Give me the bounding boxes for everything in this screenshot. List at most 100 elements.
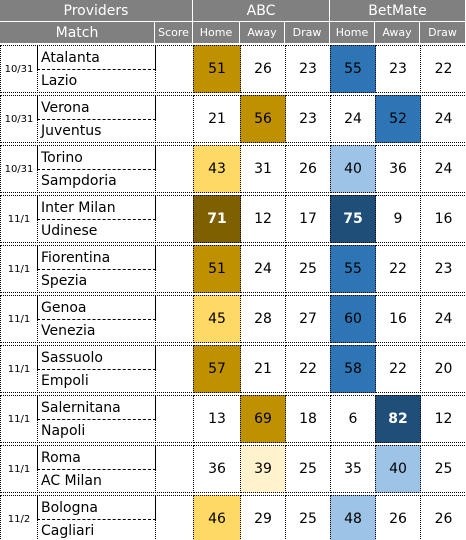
home-team: Verona — [37, 95, 156, 120]
odds: 51 — [193, 245, 241, 293]
odds: 48 — [330, 495, 376, 540]
odds: 40 — [330, 145, 376, 193]
away-team: Udinese — [37, 219, 156, 243]
header-column: Draw — [285, 22, 330, 44]
header-betmate: BetMate — [330, 0, 466, 22]
odds: 22 — [375, 245, 421, 293]
date: 11/1 — [0, 445, 38, 493]
odds: 55 — [330, 45, 376, 93]
odds: 12 — [240, 195, 286, 243]
home-team: Salernitana — [37, 395, 156, 420]
odds: 52 — [375, 95, 421, 143]
odds: 12 — [420, 395, 466, 443]
odds: 69 — [240, 395, 286, 443]
odds: 18 — [285, 395, 331, 443]
header-column: Home — [193, 22, 240, 44]
odds: 24 — [330, 95, 376, 143]
odds: 39 — [240, 445, 286, 493]
odds: 31 — [240, 145, 286, 193]
odds: 23 — [285, 95, 331, 143]
date: 10/31 — [0, 145, 38, 193]
odds: 58 — [330, 345, 376, 393]
home-team: Genoa — [37, 295, 156, 320]
odds: 16 — [420, 195, 466, 243]
header-column: Home — [330, 22, 375, 44]
score — [155, 495, 194, 540]
date: 10/31 — [0, 95, 38, 143]
date: 11/1 — [0, 245, 38, 293]
date: 11/1 — [0, 395, 38, 443]
odds: 60 — [330, 295, 376, 343]
odds: 28 — [240, 295, 286, 343]
odds: 45 — [193, 295, 241, 343]
odds: 36 — [375, 145, 421, 193]
away-team: AC Milan — [37, 469, 156, 493]
odds: 26 — [420, 495, 466, 540]
odds: 26 — [375, 495, 421, 540]
away-team: Juventus — [37, 119, 156, 143]
odds: 46 — [193, 495, 241, 540]
header-column: Draw — [420, 22, 466, 44]
score — [155, 145, 194, 193]
date: 11/1 — [0, 345, 38, 393]
away-team: Venezia — [37, 319, 156, 343]
odds: 27 — [285, 295, 331, 343]
odds: 23 — [285, 45, 331, 93]
date: 11/1 — [0, 295, 38, 343]
score — [155, 395, 194, 443]
odds: 21 — [193, 95, 241, 143]
odds: 36 — [193, 445, 241, 493]
score — [155, 245, 194, 293]
score — [155, 195, 194, 243]
odds: 23 — [420, 245, 466, 293]
home-team: Inter Milan — [37, 195, 156, 220]
odds: 25 — [420, 445, 466, 493]
odds: 22 — [285, 345, 331, 393]
odds: 17 — [285, 195, 331, 243]
date: 10/31 — [0, 45, 38, 93]
odds: 43 — [193, 145, 241, 193]
odds: 82 — [375, 395, 421, 443]
odds: 57 — [193, 345, 241, 393]
odds: 26 — [240, 45, 286, 93]
odds: 22 — [375, 345, 421, 393]
odds: 55 — [330, 245, 376, 293]
odds: 24 — [420, 145, 466, 193]
away-team: Spezia — [37, 269, 156, 293]
odds: 75 — [330, 195, 376, 243]
home-team: Sassuolo — [37, 345, 156, 370]
home-team: Atalanta — [37, 45, 156, 70]
odds: 20 — [420, 345, 466, 393]
odds: 22 — [420, 45, 466, 93]
header-abc: ABC — [193, 0, 330, 22]
odds: 40 — [375, 445, 421, 493]
odds: 29 — [240, 495, 286, 540]
odds: 21 — [240, 345, 286, 393]
header-column: Away — [240, 22, 285, 44]
odds: 24 — [240, 245, 286, 293]
score — [155, 445, 194, 493]
home-team: Bologna — [37, 495, 156, 520]
away-team: Lazio — [37, 69, 156, 93]
odds: 25 — [285, 495, 331, 540]
date: 11/2 — [0, 495, 38, 540]
header-providers: Providers — [0, 0, 193, 22]
score — [155, 345, 194, 393]
home-team: Torino — [37, 145, 156, 170]
away-team: Empoli — [37, 369, 156, 393]
home-team: Fiorentina — [37, 245, 156, 270]
score — [155, 95, 194, 143]
score — [155, 45, 194, 93]
odds: 24 — [420, 295, 466, 343]
odds: 25 — [285, 445, 331, 493]
away-team: Cagliari — [37, 519, 156, 540]
odds: 6 — [330, 395, 376, 443]
odds: 9 — [375, 195, 421, 243]
odds: 51 — [193, 45, 241, 93]
odds: 13 — [193, 395, 241, 443]
header-column: Away — [375, 22, 420, 44]
date: 11/1 — [0, 195, 38, 243]
odds: 23 — [375, 45, 421, 93]
header-score: Score — [155, 22, 193, 44]
